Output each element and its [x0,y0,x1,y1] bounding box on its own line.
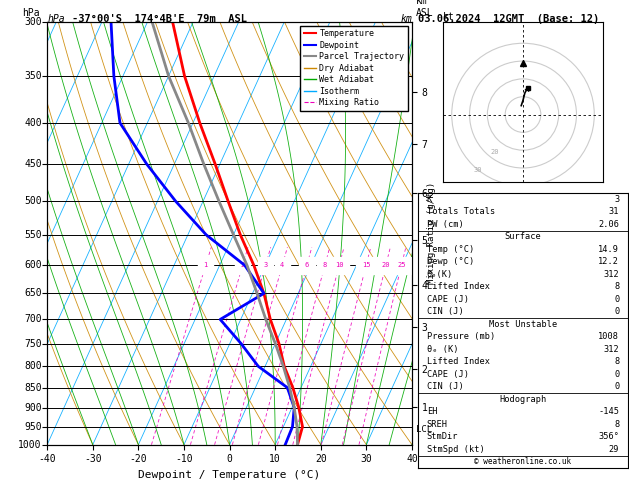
Text: km: km [400,14,412,24]
Text: 31: 31 [609,208,620,216]
Text: 20: 20 [491,149,499,155]
Text: 950: 950 [24,422,42,432]
Text: -37°00'S  174°4B'E  79m  ASL: -37°00'S 174°4B'E 79m ASL [72,14,247,24]
Text: 0: 0 [614,307,620,316]
Text: 650: 650 [24,288,42,298]
Text: 15: 15 [362,262,370,268]
Text: Hodograph: Hodograph [499,395,547,404]
Text: CAPE (J): CAPE (J) [426,370,469,379]
Text: 4: 4 [280,262,284,268]
Text: 6: 6 [304,262,309,268]
Text: 312: 312 [604,270,620,279]
Text: 300: 300 [24,17,42,27]
Text: Pressure (mb): Pressure (mb) [426,332,495,341]
Text: Mixing Ratio (g/kg): Mixing Ratio (g/kg) [426,182,436,284]
Text: CIN (J): CIN (J) [426,307,464,316]
Legend: Temperature, Dewpoint, Parcel Trajectory, Dry Adiabat, Wet Adiabat, Isotherm, Mi: Temperature, Dewpoint, Parcel Trajectory… [300,26,408,111]
Text: 14.9: 14.9 [598,245,620,254]
Text: hPa: hPa [47,14,65,24]
Text: 312: 312 [604,345,620,354]
Text: Totals Totals: Totals Totals [426,208,495,216]
Text: km
ASL: km ASL [416,0,433,17]
Text: StmDir: StmDir [426,433,458,441]
Text: 8: 8 [323,262,327,268]
Text: 700: 700 [24,314,42,325]
Text: LCL: LCL [416,425,431,434]
Text: Surface: Surface [504,232,542,242]
Text: 0: 0 [614,370,620,379]
Text: 3: 3 [614,195,620,204]
Text: 1000: 1000 [18,440,42,450]
Text: 03.06.2024  12GMT  (Base: 12): 03.06.2024 12GMT (Base: 12) [418,14,599,24]
Text: 1: 1 [204,262,208,268]
Text: Dewp (°C): Dewp (°C) [426,257,474,266]
Text: θₑ(K): θₑ(K) [426,270,453,279]
Text: 12.2: 12.2 [598,257,620,266]
Text: kt: kt [443,12,455,22]
Text: 450: 450 [24,159,42,169]
Text: 8: 8 [614,357,620,366]
X-axis label: Dewpoint / Temperature (°C): Dewpoint / Temperature (°C) [138,470,321,480]
Text: 350: 350 [24,71,42,81]
Text: 0: 0 [614,382,620,391]
Text: SREH: SREH [426,420,448,429]
Text: Most Unstable: Most Unstable [489,320,557,329]
Text: 10: 10 [335,262,343,268]
Text: K: K [426,195,432,204]
Text: PW (cm): PW (cm) [426,220,464,229]
Text: 800: 800 [24,361,42,371]
Text: CIN (J): CIN (J) [426,382,464,391]
Text: 1008: 1008 [598,332,620,341]
Text: Temp (°C): Temp (°C) [426,245,474,254]
Text: 500: 500 [24,196,42,206]
Text: θₑ (K): θₑ (K) [426,345,458,354]
Text: 8: 8 [614,420,620,429]
Text: 20: 20 [382,262,390,268]
Text: 850: 850 [24,382,42,393]
Text: 600: 600 [24,260,42,270]
Text: 900: 900 [24,403,42,413]
Text: 25: 25 [398,262,406,268]
Text: 29: 29 [609,445,620,454]
Text: hPa: hPa [21,8,39,17]
Text: 550: 550 [24,230,42,240]
Text: CAPE (J): CAPE (J) [426,295,469,304]
Text: 400: 400 [24,118,42,128]
Text: EH: EH [426,407,437,417]
Text: 750: 750 [24,339,42,348]
Text: 2.06: 2.06 [598,220,620,229]
Text: -145: -145 [598,407,620,417]
Text: Lifted Index: Lifted Index [426,282,489,291]
Text: © weatheronline.co.uk: © weatheronline.co.uk [474,457,572,467]
Text: 8: 8 [614,282,620,291]
Text: 3: 3 [264,262,267,268]
Text: Lifted Index: Lifted Index [426,357,489,366]
Text: 2: 2 [240,262,245,268]
Text: StmSpd (kt): StmSpd (kt) [426,445,484,454]
Text: 30: 30 [473,167,482,173]
Text: 0: 0 [614,295,620,304]
Text: 356°: 356° [598,433,620,441]
